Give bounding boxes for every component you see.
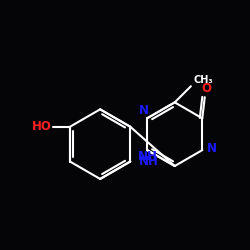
Text: CH₃: CH₃ [193,75,213,85]
Text: HO: HO [32,120,51,133]
Text: N: N [138,104,148,117]
Text: NH: NH [138,154,158,168]
Text: O: O [201,82,211,95]
Text: N: N [207,142,217,155]
Text: NH: NH [138,150,158,163]
